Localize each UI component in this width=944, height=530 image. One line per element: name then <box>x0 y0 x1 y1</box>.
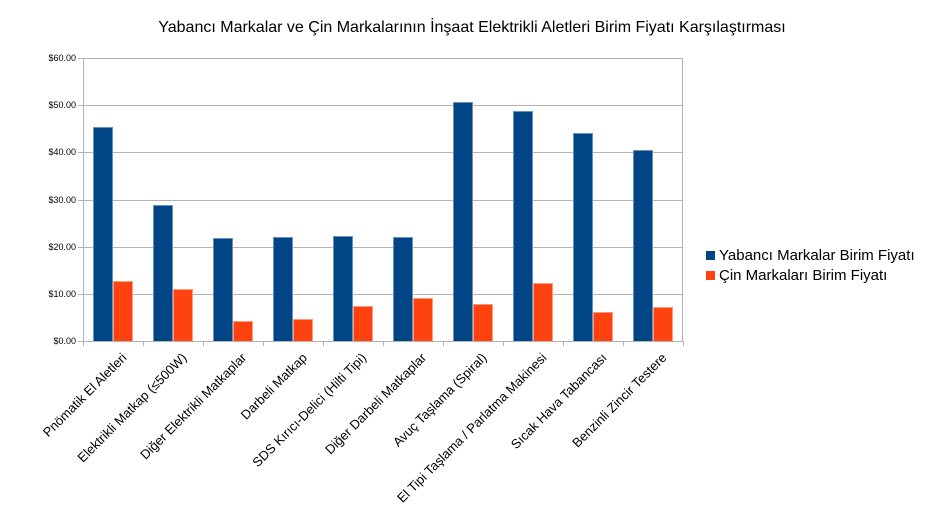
gridline <box>83 199 683 201</box>
y-tick <box>78 58 83 59</box>
bar-chinese <box>653 307 673 341</box>
gridline <box>83 293 683 295</box>
bar-foreign <box>513 111 533 341</box>
y-tick <box>78 105 83 107</box>
legend-swatch-foreign <box>706 250 715 260</box>
x-tick <box>203 341 204 346</box>
bar-foreign <box>393 237 413 341</box>
bar-chinese <box>473 304 493 341</box>
legend-item-chinese: Çin Markaları Birim Fiyatı <box>706 265 915 285</box>
x-tick <box>83 341 84 346</box>
bar-chinese <box>233 321 253 341</box>
legend-swatch-chinese <box>706 270 715 280</box>
chart-title: Yabancı Markalar ve Çin Markalarının İnş… <box>158 19 786 36</box>
y-tick-label: $20.00 <box>48 241 76 252</box>
x-tick-label: Diğer Elektrikli Matkaplar <box>137 350 250 463</box>
bar-chinese <box>113 281 133 341</box>
gridline <box>83 246 683 248</box>
gridline <box>83 58 683 59</box>
bar-chinese <box>533 283 553 341</box>
bar-foreign <box>213 238 233 341</box>
y-tick <box>78 246 83 248</box>
x-tick <box>503 341 504 346</box>
bar-foreign <box>333 235 353 341</box>
x-tick <box>623 341 624 346</box>
y-tick-label: $50.00 <box>48 100 76 111</box>
bar-chinese <box>173 289 193 341</box>
x-tick <box>143 341 144 346</box>
legend: Yabancı Markalar Birim Fiyatı Çin Markal… <box>706 245 915 285</box>
y-tick-label: $40.00 <box>48 147 76 158</box>
gridline <box>83 105 683 107</box>
y-tick <box>78 152 83 154</box>
x-tick <box>323 341 324 346</box>
legend-label-chinese: Çin Markaları Birim Fiyatı <box>719 266 888 284</box>
gridline <box>83 152 683 154</box>
x-tick <box>263 341 264 346</box>
y-tick-label: $60.00 <box>48 53 76 63</box>
y-tick-label: $30.00 <box>48 194 76 205</box>
y-tick <box>78 341 83 342</box>
x-tick-label: Diğer Darbeli Matkaplar <box>321 350 430 458</box>
bar-foreign <box>453 101 473 341</box>
bar-foreign <box>153 205 173 341</box>
bar-foreign <box>93 127 113 341</box>
y-tick <box>78 293 83 295</box>
x-tick-label: SDS Kırıcı-Delici (Hilti Tipi) <box>249 350 370 470</box>
x-tick <box>383 341 384 346</box>
y-tick-label: $0.00 <box>53 336 76 346</box>
legend-item-foreign: Yabancı Markalar Birim Fiyatı <box>706 245 915 265</box>
y-tick-label: $10.00 <box>48 288 76 299</box>
bar-chinese <box>593 311 613 341</box>
bar-chinese <box>293 319 313 341</box>
x-tick <box>563 341 564 346</box>
bar-foreign <box>633 150 653 341</box>
bar-foreign <box>273 237 293 341</box>
legend-label-foreign: Yabancı Markalar Birim Fiyatı <box>719 246 915 264</box>
bar-chinese <box>413 298 433 341</box>
x-tick-label: Elektrikli Matkap (≤500W) <box>74 350 190 466</box>
bar-chinese <box>353 306 373 341</box>
x-tick <box>683 341 684 346</box>
bar-foreign <box>573 133 593 341</box>
plot-area <box>78 58 684 346</box>
x-tick <box>443 341 444 346</box>
y-tick <box>78 199 83 201</box>
